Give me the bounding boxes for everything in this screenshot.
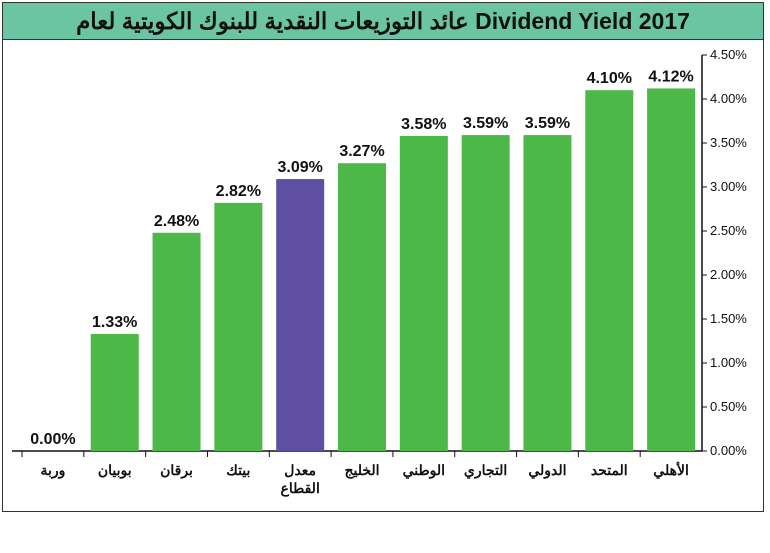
bar	[585, 90, 634, 451]
category-label: الأهلي	[653, 461, 689, 479]
bar	[214, 202, 263, 451]
bar	[523, 135, 572, 451]
bar	[276, 179, 325, 451]
category-label: الخليج	[344, 462, 379, 479]
y-tick-label: 3.50%	[710, 135, 747, 150]
y-tick-label: 2.50%	[710, 223, 747, 238]
bar-value-label: 4.12%	[648, 68, 693, 85]
y-tick-label: 4.50%	[710, 47, 747, 62]
bar-value-label: 2.82%	[216, 183, 261, 200]
category-label: التجاري	[464, 462, 507, 479]
y-tick-label: 1.00%	[710, 355, 747, 370]
category-label: المتحد	[591, 462, 628, 478]
y-tick-label: 4.00%	[710, 91, 747, 106]
bar-value-label: 3.09%	[277, 159, 322, 176]
category-label: القطاع	[281, 480, 320, 497]
bar-value-label: 3.27%	[339, 143, 384, 160]
category-label: معدل	[284, 462, 316, 478]
bar	[461, 135, 510, 451]
bar-value-label: 3.59%	[463, 115, 508, 132]
bar-value-label: 4.10%	[587, 70, 632, 87]
y-tick-label: 2.00%	[710, 267, 747, 282]
category-label: بوبيان	[98, 462, 132, 479]
category-label: برقان	[160, 462, 193, 479]
bar-value-label: 3.59%	[525, 115, 570, 132]
bar	[647, 88, 696, 451]
y-tick-label: 1.50%	[710, 311, 747, 326]
bar-value-label: 0.00%	[30, 431, 75, 448]
bar-value-label: 3.58%	[401, 116, 446, 133]
bar	[90, 333, 139, 451]
y-tick-label: 3.00%	[710, 179, 747, 194]
y-tick-label: 0.50%	[710, 399, 747, 414]
chart-title-bar: عائد التوزيعات النقدية للبنوك الكويتية ل…	[3, 3, 763, 40]
category-label: الدولي	[528, 462, 566, 479]
category-label: بيتك	[226, 462, 250, 478]
category-label: الوطني	[403, 462, 445, 479]
bar-value-label: 2.48%	[154, 213, 199, 230]
bar	[152, 232, 201, 451]
bar	[399, 135, 448, 451]
bar	[338, 163, 386, 452]
bar-value-label: 1.33%	[92, 314, 137, 331]
y-tick-label: 0.00%	[710, 443, 747, 458]
category-label: وربة	[40, 462, 65, 479]
chart-title: عائد التوزيعات النقدية للبنوك الكويتية ل…	[76, 7, 690, 34]
